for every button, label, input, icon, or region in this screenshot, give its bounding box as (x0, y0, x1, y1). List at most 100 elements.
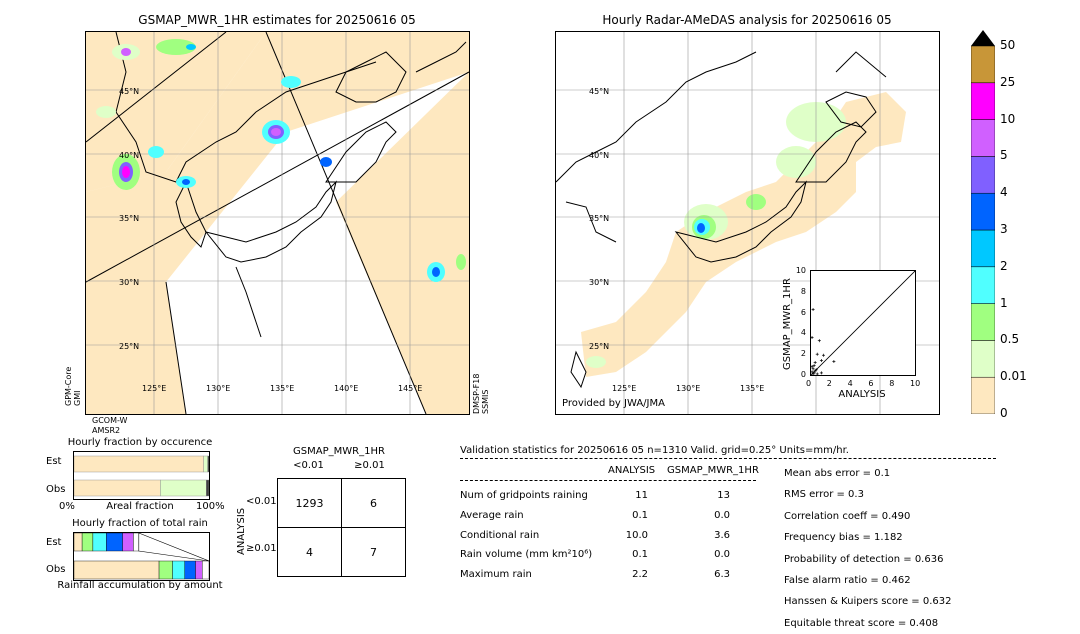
validation-scores: Mean abs error = 0.1 RMS error = 0.3 Cor… (784, 463, 951, 634)
totalrain-bar (172, 560, 185, 580)
contingency-row: 1293 6 (277, 478, 406, 528)
stat-label: Conditional rain (460, 530, 540, 541)
totalrain-bar (106, 532, 123, 552)
totalrain-obs-label: Obs (46, 564, 66, 575)
scatter-ytick: 10 (795, 266, 806, 275)
colorbar-segment (970, 119, 996, 157)
scatter-xticks: 0 2 4 6 8 10 (806, 379, 920, 391)
totalrain-title: Hourly fraction of total rain (72, 518, 208, 529)
scatter-point (810, 370, 814, 374)
right-map: 45°N 40°N 35°N 30°N 25°N 125°E 130°E 135… (555, 31, 940, 415)
stat-gsmap: 3.6 (714, 530, 730, 541)
colorbar-tick-label: 10 (1000, 111, 1016, 126)
swath-edge-1 (86, 32, 227, 143)
contingency-col-2: ≥0.01 (354, 460, 385, 471)
scatter-point (821, 353, 825, 357)
scatter-ytick: 0 (800, 370, 806, 379)
scatter-xtick: 2 (826, 379, 832, 388)
right-map-title: Hourly Radar-AMeDAS analysis for 2025061… (602, 13, 892, 27)
scatter-point (819, 358, 823, 362)
colorbar-segment (970, 229, 996, 268)
scatter-ytick: 4 (800, 328, 806, 338)
contingency-cell: 1293 (277, 478, 342, 528)
left-lon-130: 130°E (206, 384, 230, 393)
score-line: Probability of detection = 0.636 (784, 553, 944, 565)
score-line: False alarm ratio = 0.462 (784, 575, 911, 587)
scatter-point (810, 336, 814, 340)
right-lon-125: 125°E (612, 384, 636, 393)
occurence-bar (73, 479, 161, 497)
colorbar (970, 30, 996, 415)
stat-analysis: 2.2 (632, 569, 648, 580)
scatter-point (810, 365, 814, 369)
totalrain-bar (202, 560, 210, 580)
scatter-plot (810, 270, 916, 376)
score-line: Frequency bias = 1.182 (784, 532, 903, 544)
totalrain-chart (73, 532, 210, 581)
left-lat-25: 25°N (119, 342, 139, 351)
stat-label: Rain volume (mm km²10⁶) (460, 549, 593, 560)
scatter-point (817, 339, 821, 343)
colorbar-segment (970, 303, 996, 341)
stat-analysis: 0.1 (632, 510, 648, 521)
colorbar-tick-label: 1 (1000, 295, 1008, 310)
scatter-xlabel: ANALYSIS (838, 389, 886, 400)
scatter-yticks: 0 2 4 6 8 10 (790, 266, 808, 379)
score-line: Mean abs error = 0.1 (784, 468, 891, 479)
totalrain-bar (184, 560, 196, 580)
validation-rule-top (460, 458, 996, 459)
colorbar-tick-label: 0.01 (1000, 369, 1027, 384)
totalrain-bar (73, 532, 83, 552)
colorbar-tick-label: 2 (1000, 258, 1008, 273)
contingency-row-1: <0.01 (246, 496, 277, 507)
left-lon-135: 135°E (270, 384, 294, 393)
left-map: 45°N 40°N 35°N 30°N 25°N 125°E 130°E 135… (85, 31, 470, 415)
validation-header: Validation statistics for 20250616 05 n=… (460, 445, 849, 456)
scatter-point (811, 372, 815, 376)
left-lon-145: 145°E (398, 384, 422, 393)
totalrain-bar (81, 532, 94, 552)
stat-gsmap: 0.0 (714, 510, 730, 521)
swath-edge-2 (86, 71, 469, 283)
stat-analysis: 11 (635, 490, 648, 501)
right-lat-40: 40°N (589, 151, 609, 160)
occurence-xlabel: Areal fraction (106, 501, 174, 512)
sat-label-right: DMSP-F18 SSMIS (472, 374, 490, 414)
colorbar-labels: 0 0.01 0.5 1 2 3 4 5 10 25 50 (1000, 30, 1040, 420)
scatter-xtick: 4 (847, 379, 853, 388)
stat-label: Num of gridpoints raining (460, 490, 588, 501)
scatter-point (832, 359, 836, 363)
score-line: Correlation coeff = 0.490 (784, 510, 911, 522)
occurence-xtick-left: 0% (59, 501, 75, 512)
colorbar-tick-label: 0.5 (1000, 332, 1020, 347)
stat-gsmap: 6.3 (714, 569, 730, 580)
sat-label-right-1: DMSP-F18 (472, 373, 481, 414)
colorbar-segment (970, 192, 996, 231)
scatter-diagonal (810, 270, 916, 376)
sat-label-bottom-1: GCOM-W (92, 416, 128, 425)
swath-edge-3 (165, 281, 187, 414)
scatter-point (813, 369, 817, 373)
totalrain-bar (133, 532, 140, 552)
totalrain-canvas (73, 532, 210, 580)
stat-gsmap: 13 (717, 490, 730, 501)
scatter-point (815, 372, 819, 376)
swath-amsr2 (86, 282, 186, 414)
contingency-cell: 6 (341, 478, 406, 528)
right-lon-130: 130°E (676, 384, 700, 393)
left-map-canvas: 45°N 40°N 35°N 30°N 25°N 125°E 130°E 135… (86, 32, 469, 414)
swath-ssmis (336, 72, 469, 414)
left-lat-30: 30°N (119, 278, 139, 287)
totalrain-bar (92, 532, 107, 552)
scatter-xtick: 0 (806, 379, 812, 388)
right-map-canvas: 45°N 40°N 35°N 30°N 25°N 125°E 130°E 135… (556, 32, 939, 414)
colorbar-tick-label: 25 (1000, 74, 1016, 89)
validation-col-analysis: ANALYSIS (608, 465, 656, 476)
sat-label-bottom: GCOM-W AMSR2 (92, 416, 127, 436)
scatter-xtick: 6 (868, 379, 874, 388)
colorbar-segment (970, 340, 996, 378)
colorbar-tick-label: 5 (1000, 148, 1008, 163)
swath-gmi-north (86, 32, 266, 192)
colorbar-segment (970, 156, 996, 194)
left-lat-45: 45°N (119, 87, 139, 96)
